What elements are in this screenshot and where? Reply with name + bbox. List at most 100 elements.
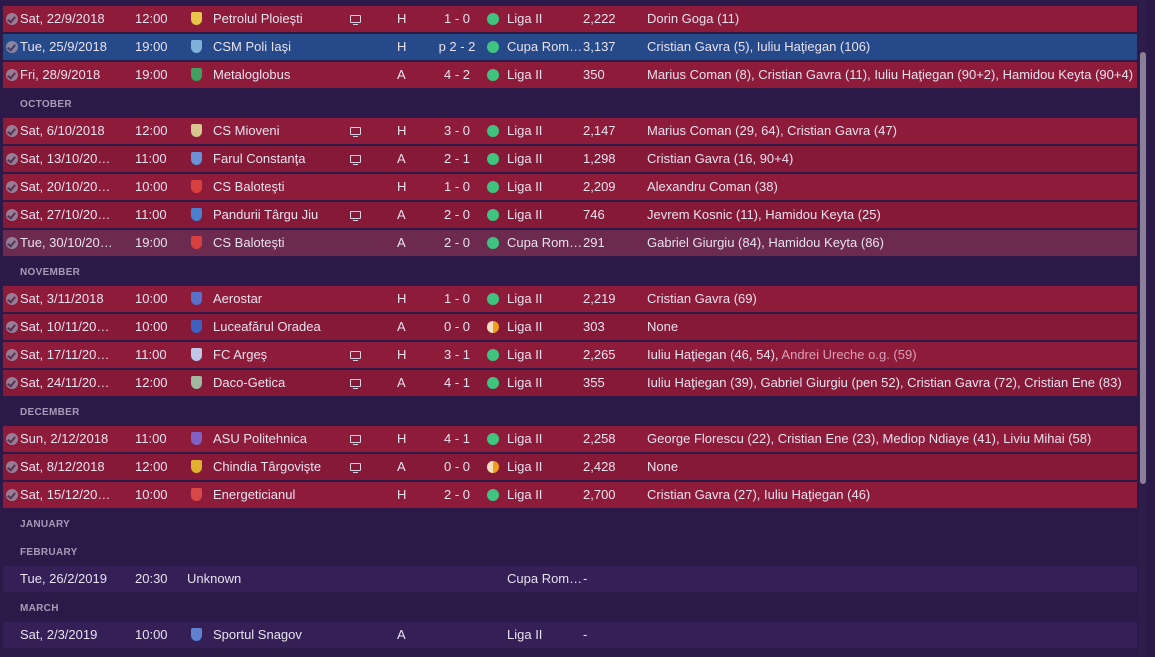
win-result-icon [487, 286, 501, 312]
month-header: NOVEMBER [20, 267, 81, 278]
match-score: 4 - 1 [443, 431, 470, 446]
win-result-icon [487, 118, 501, 144]
opponent-name[interactable]: Petrolul Ploieşti [213, 11, 303, 26]
attendance: 355 [583, 375, 605, 390]
fixture-row[interactable]: Sat, 17/11/20… 11:00 FC Argeş H 3 - 1 Liga II… [3, 342, 1137, 368]
club-badge-icon [189, 342, 205, 368]
attendance: 2,209 [583, 179, 616, 194]
fixture-row[interactable]: Sun, 2/12/2018 11:00 ASU Politehnica H 4 - 1… [3, 426, 1137, 452]
scrollbar-thumb[interactable] [1140, 52, 1146, 484]
win-result-icon [487, 370, 501, 396]
venue: H [397, 123, 407, 138]
match-date: Sat, 17/11/20… [20, 347, 110, 362]
fixture-row[interactable]: Sat, 13/10/20… 11:00 Farul Constanţa A 2 - 1… [3, 146, 1137, 172]
opponent-name[interactable]: Energeticianul [213, 487, 296, 502]
played-check-icon [5, 286, 19, 312]
scorers-text: Dorin Goga (11) [647, 11, 740, 26]
opponent-name[interactable]: Farul Constanţa [213, 151, 306, 166]
opponent-name[interactable]: Daco-Getica [213, 375, 286, 390]
competition[interactable]: Liga II [507, 431, 543, 446]
opponent-name[interactable]: Chindia Târgovişte [213, 459, 322, 474]
scorers-text: Cristian Gavra (16, 90+4) [647, 151, 794, 166]
competition[interactable]: Cupa Rom… [507, 235, 583, 250]
competition[interactable]: Liga II [507, 179, 543, 194]
fixture-row[interactable]: Sat, 20/10/20… 10:00 CS Baloteşti H 1 - 0 Lig… [3, 174, 1137, 200]
competition[interactable]: Liga II [507, 319, 543, 334]
competition[interactable]: Liga II [507, 207, 543, 222]
opponent-name[interactable]: CSM Poli Iaşi [213, 39, 292, 54]
month-header: MARCH [20, 603, 59, 614]
match-score: 2 - 0 [443, 207, 470, 222]
competition[interactable]: Liga II [507, 151, 543, 166]
fixture-row[interactable]: Sat, 10/11/20… 10:00 Luceafărul Oradea A 0 -… [3, 314, 1137, 340]
match-date: Sat, 22/9/2018 [20, 11, 105, 26]
fixture-row[interactable]: Sat, 24/11/20… 12:00 Daco-Getica A 4 - 1 Liga… [3, 370, 1137, 396]
venue: A [397, 627, 406, 642]
competition[interactable]: Liga II [507, 375, 543, 390]
scorers-text: George Florescu (22), Cristian Ene (23),… [647, 431, 1092, 446]
venue: H [397, 291, 407, 306]
attendance: 291 [583, 235, 605, 250]
fixture-row[interactable]: Fri, 28/9/2018 19:00 Metaloglobus A 4 - 2 Lig… [3, 62, 1137, 88]
competition[interactable]: Liga II [507, 627, 543, 642]
opponent-name[interactable]: FC Argeş [213, 347, 268, 362]
goal-scorers: Marius Coman (29, 64), Cristian Gavra (4… [647, 118, 1137, 144]
attendance: 2,700 [583, 487, 616, 502]
match-date: Tue, 30/10/20… [20, 235, 113, 250]
fixture-row[interactable]: Sat, 3/11/2018 10:00 Aerostar H 1 - 0 Liga II… [3, 286, 1137, 312]
venue: H [397, 347, 407, 362]
match-date: Sat, 3/11/2018 [20, 291, 104, 306]
fixture-row[interactable]: Sat, 2/3/2019 10:00 Sportul Snagov A Liga II… [3, 622, 1137, 648]
match-date: Sat, 27/10/20… [20, 207, 111, 222]
attendance: - [583, 571, 588, 586]
opponent-name[interactable]: Pandurii Târgu Jiu [213, 207, 319, 222]
match-date: Tue, 26/2/2019 [20, 571, 107, 586]
opponent-name[interactable]: CS Baloteşti [213, 179, 285, 194]
competition[interactable]: Cupa Rom… [507, 571, 583, 586]
competition[interactable]: Liga II [507, 11, 543, 26]
fixture-row[interactable]: Sat, 15/12/20… 10:00 Energeticianul H 2 - 0 L… [3, 482, 1137, 508]
competition[interactable]: Liga II [507, 487, 543, 502]
competition[interactable]: Liga II [507, 291, 543, 306]
venue: A [397, 235, 406, 250]
fixture-row[interactable]: Tue, 30/10/20… 19:00 CS Baloteşti A 2 - 0 Cup… [3, 230, 1137, 256]
opponent-name[interactable]: CS Baloteşti [213, 235, 285, 250]
opponent-name[interactable]: Sportul Snagov [213, 627, 302, 642]
played-check-icon [5, 482, 19, 508]
goal-scorers: Iuliu Haţiegan (46, 54), Andrei Ureche o… [647, 342, 1137, 368]
fixture-row[interactable]: Sat, 22/9/2018 12:00 Petrolul Ploieşti H 1 -… [3, 6, 1137, 32]
club-badge-icon [189, 454, 205, 480]
draw-result-icon [487, 314, 501, 340]
competition[interactable]: Liga II [507, 123, 543, 138]
opponent-name[interactable]: Metaloglobus [213, 67, 291, 82]
match-score: 2 - 0 [443, 235, 470, 250]
fixture-row[interactable]: Sat, 8/12/2018 12:00 Chindia Târgovişte A 0 … [3, 454, 1137, 480]
match-score: 1 - 0 [443, 179, 470, 194]
opponent-name[interactable]: Aerostar [213, 291, 263, 306]
competition[interactable]: Liga II [507, 459, 543, 474]
opponent-name[interactable]: CS Mioveni [213, 123, 280, 138]
fixture-row[interactable]: Sat, 6/10/2018 12:00 CS Mioveni H 3 - 0 Liga … [3, 118, 1137, 144]
tv-icon [349, 454, 363, 480]
competition[interactable]: Cupa Rom… [507, 39, 583, 54]
opponent-name[interactable]: Luceafărul Oradea [213, 319, 321, 334]
tv-icon [349, 370, 363, 396]
attendance: 2,265 [583, 347, 616, 362]
win-result-icon [487, 342, 501, 368]
match-date: Sat, 20/10/20… [20, 179, 111, 194]
match-date: Sat, 24/11/20… [20, 375, 110, 390]
opponent-name[interactable]: ASU Politehnica [213, 431, 307, 446]
match-date: Sun, 2/12/2018 [20, 431, 109, 446]
attendance: 746 [583, 207, 605, 222]
month-header: DECEMBER [20, 407, 80, 418]
match-score: 1 - 0 [443, 291, 470, 306]
competition[interactable]: Liga II [507, 67, 543, 82]
fixture-row[interactable]: Tue, 26/2/2019 20:30 Unknown Cupa Rom… - [3, 566, 1137, 592]
fixture-row[interactable]: Sat, 27/10/20… 11:00 Pandurii Târgu Jiu A 2 … [3, 202, 1137, 228]
competition[interactable]: Liga II [507, 347, 543, 362]
played-check-icon [5, 34, 19, 60]
match-time: 12:00 [135, 459, 168, 474]
attendance: 1,298 [583, 151, 616, 166]
opponent-name[interactable]: Unknown [187, 571, 242, 586]
